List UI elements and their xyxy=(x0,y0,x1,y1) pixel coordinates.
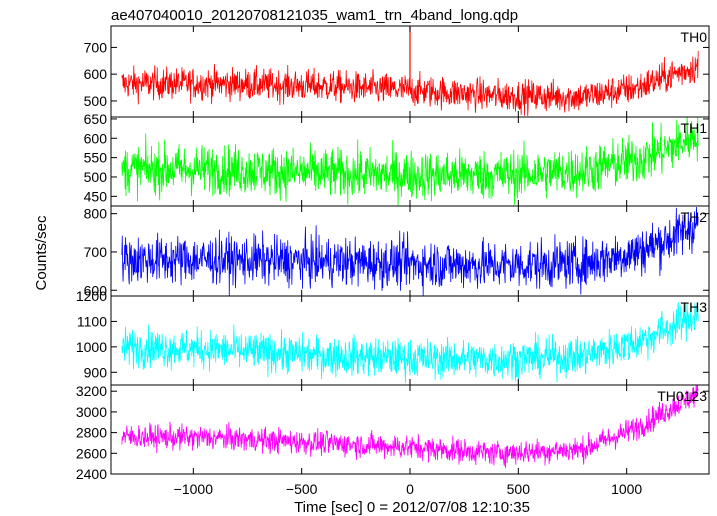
x-tick-label: 500 xyxy=(507,481,531,497)
y-tick-label: 700 xyxy=(84,39,108,55)
y-axis-label: Counts/sec xyxy=(33,215,50,291)
panel-label-th0: TH0 xyxy=(681,29,708,45)
panel-th3: 900 1000 1100 1200 TH3 xyxy=(76,288,710,386)
panel-label-th0123: TH0123 xyxy=(657,388,707,404)
y-tick-label: 900 xyxy=(84,364,108,380)
x-axis: −1000 −500 0 500 1000 xyxy=(174,481,643,497)
y-tick-label: 600 xyxy=(84,66,108,82)
x-tick-label: 0 xyxy=(406,481,414,497)
panel-label-th1: TH1 xyxy=(681,120,708,136)
panel-th2: 600 700 800 TH2 xyxy=(84,205,710,298)
panel-th1: 450 500 550 600 650 TH1 xyxy=(84,111,710,207)
y-tick-label: 1100 xyxy=(77,313,107,329)
y-tick-label: 3200 xyxy=(76,383,107,399)
series-line-th0123 xyxy=(121,385,699,469)
series-line-th3 xyxy=(121,302,699,385)
y-tick-label: 2600 xyxy=(76,445,107,461)
y-tick-label: 650 xyxy=(84,111,108,127)
chart-title: ae407040010_20120708121035_wam1_trn_4ban… xyxy=(111,7,518,24)
series-line-th2 xyxy=(121,207,699,296)
panel-th0123: 2400 2600 2800 3000 3200 TH0123 xyxy=(76,383,710,482)
y-tick-label: 600 xyxy=(84,130,108,146)
x-tick-label: −500 xyxy=(286,481,318,497)
panel-label-th2: TH2 xyxy=(681,209,708,225)
panels-group: 500 600 700 TH0 450 500 550 600 650 TH1 600 700 800 T… xyxy=(76,25,710,482)
y-tick-label: 2400 xyxy=(76,466,107,482)
y-tick-label: 1200 xyxy=(76,288,107,304)
series-line-th1 xyxy=(121,117,699,206)
panel-frame xyxy=(110,116,710,207)
x-tick-label: 1000 xyxy=(611,481,642,497)
y-tick-label: 1000 xyxy=(76,339,107,355)
y-tick-label: 700 xyxy=(84,244,108,260)
x-tick-label: −1000 xyxy=(174,481,214,497)
y-tick-label: 500 xyxy=(84,93,108,109)
y-tick-label: 450 xyxy=(84,188,108,204)
panel-th0: 500 600 700 TH0 xyxy=(84,25,710,118)
y-tick-label: 500 xyxy=(84,169,108,185)
x-axis-label: Time [sec] 0 = 2012/07/08 12:10:35 xyxy=(294,499,530,516)
y-tick-label: 2800 xyxy=(76,425,107,441)
y-tick-label: 600 xyxy=(84,282,108,298)
y-tick-label: 800 xyxy=(84,206,108,222)
y-tick-label: 550 xyxy=(84,150,108,166)
y-tick-label: 3000 xyxy=(76,404,107,420)
panel-label-th3: TH3 xyxy=(681,299,708,315)
